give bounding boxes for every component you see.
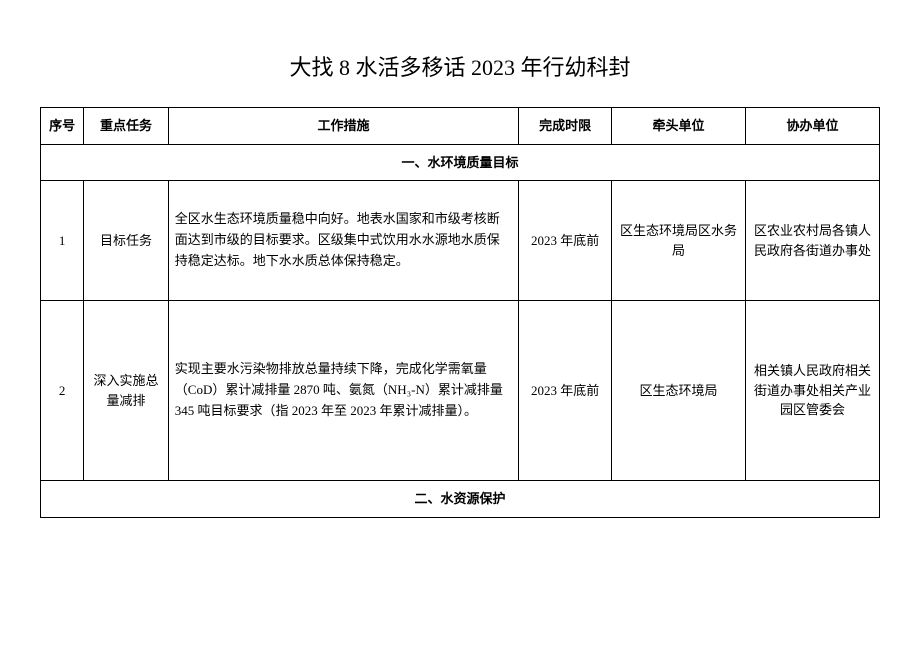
main-table: 序号 重点任务 工作措施 完成时限 牵头单位 协办单位 一、水环境质量目标 1 …: [40, 107, 880, 518]
section-1-header: 一、水环境质量目标: [41, 144, 880, 181]
header-deadline: 完成时限: [519, 108, 612, 145]
cell-deadline: 2023 年底前: [519, 181, 612, 301]
section-2-header: 二、水资源保护: [41, 481, 880, 518]
cell-task: 深入实施总量减排: [84, 301, 169, 481]
cell-seq: 2: [41, 301, 84, 481]
cell-assist: 相关镇人民政府相关街道办事处相关产业园区管委会: [745, 301, 879, 481]
section-header-row: 二、水资源保护: [41, 481, 880, 518]
cell-assist: 区农业农村局各镇人民政府各街道办事处: [745, 181, 879, 301]
cell-lead: 区生态环境局: [611, 301, 745, 481]
header-task: 重点任务: [84, 108, 169, 145]
header-assist: 协办单位: [745, 108, 879, 145]
cell-deadline: 2023 年底前: [519, 301, 612, 481]
header-lead: 牵头单位: [611, 108, 745, 145]
cell-measure: 全区水生态环境质量稳中向好。地表水国家和市级考核断面达到市级的目标要求。区级集中…: [168, 181, 518, 301]
table-row: 2 深入实施总量减排 实现主要水污染物排放总量持续下降，完成化学需氧量（CoD）…: [41, 301, 880, 481]
table-row: 1 目标任务 全区水生态环境质量稳中向好。地表水国家和市级考核断面达到市级的目标…: [41, 181, 880, 301]
header-measure: 工作措施: [168, 108, 518, 145]
header-seq: 序号: [41, 108, 84, 145]
cell-seq: 1: [41, 181, 84, 301]
table-header-row: 序号 重点任务 工作措施 完成时限 牵头单位 协办单位: [41, 108, 880, 145]
cell-measure: 实现主要水污染物排放总量持续下降，完成化学需氧量（CoD）累计减排量 2870 …: [168, 301, 518, 481]
page-title: 大找 8 水活多移话 2023 年行幼科封: [40, 50, 880, 82]
cell-lead: 区生态环境局区水务局: [611, 181, 745, 301]
section-header-row: 一、水环境质量目标: [41, 144, 880, 181]
cell-task: 目标任务: [84, 181, 169, 301]
